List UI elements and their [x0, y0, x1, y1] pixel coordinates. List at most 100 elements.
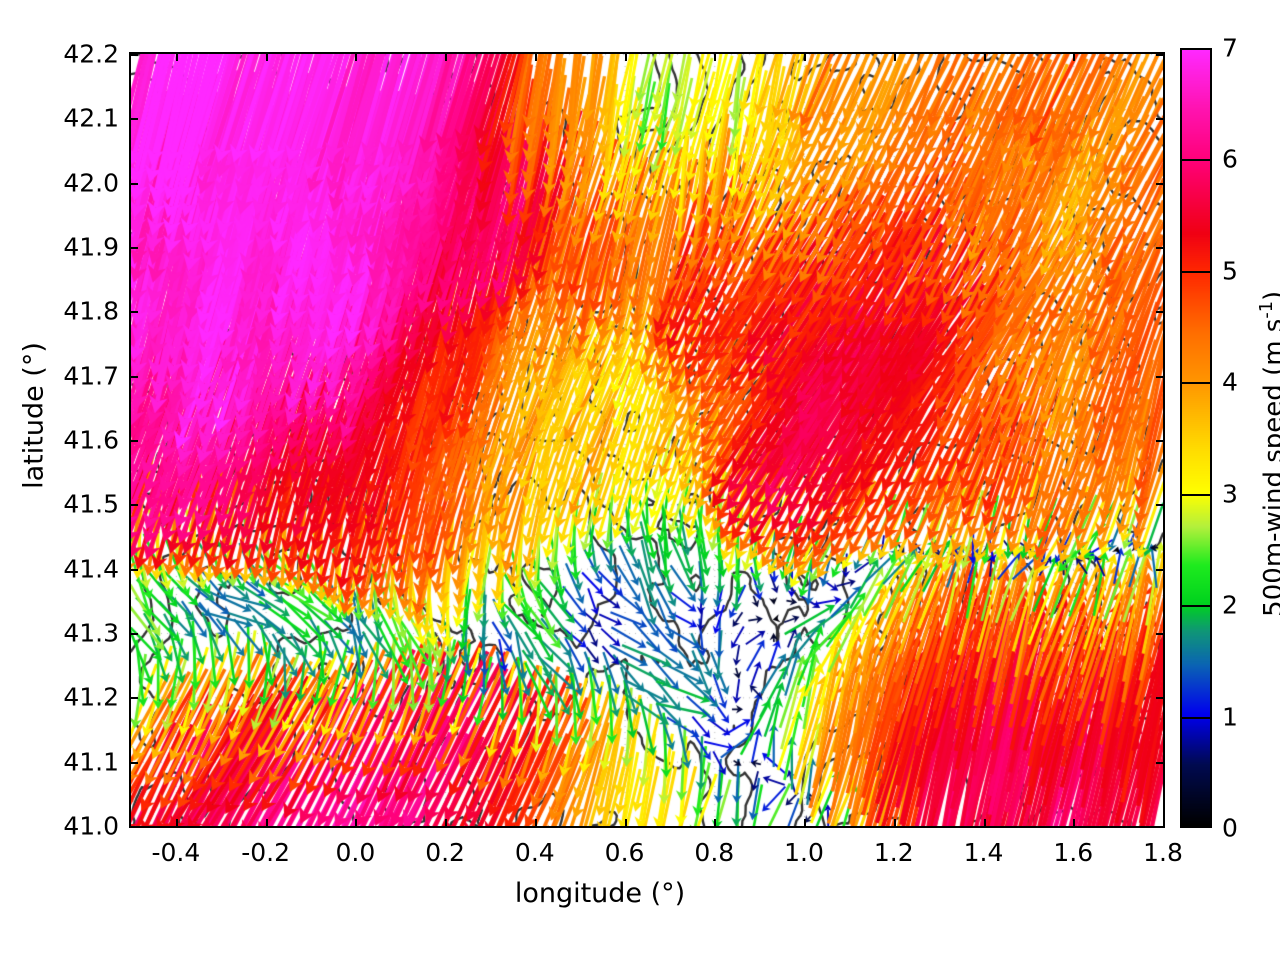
x-tick-top: [355, 52, 358, 61]
x-tick-top: [624, 52, 627, 61]
y-tick-right: [1156, 504, 1165, 507]
x-tick-top: [445, 52, 448, 61]
y-tick-label: 41.3: [63, 618, 119, 648]
y-tick: [129, 568, 138, 571]
y-tick-right: [1156, 568, 1165, 571]
plot-area: [129, 52, 1165, 828]
colorbar-tick-label: 5: [1222, 256, 1238, 286]
y-tick: [129, 182, 138, 185]
x-tick-label: 0.6: [604, 838, 645, 867]
y-tick-right: [1156, 761, 1165, 764]
x-axis-title: longitude (°): [514, 878, 686, 909]
colorbar-title-exponent: -1: [1257, 301, 1278, 319]
y-tick: [129, 826, 138, 828]
x-tick-label: 1.0: [784, 838, 824, 867]
x-tick-label: 0.4: [514, 838, 555, 867]
y-tick-label: 41.2: [63, 682, 119, 712]
wind-vector-field-canvas: [131, 54, 1163, 826]
colorbar-gradient: [1180, 48, 1212, 828]
colorbar-tick-label: 0: [1222, 813, 1238, 843]
x-tick: [265, 819, 268, 828]
y-tick-right: [1156, 697, 1165, 700]
x-tick: [175, 819, 178, 828]
x-tick: [983, 819, 986, 828]
x-tick: [1163, 819, 1165, 828]
colorbar-title: 500m-wind speed (m s-1): [1257, 244, 1280, 664]
x-tick-top: [893, 52, 896, 61]
y-tick-label: 41.5: [63, 489, 119, 519]
y-tick-label: 42.0: [63, 168, 119, 198]
x-tick-label: 0.2: [425, 838, 465, 867]
x-tick-label: 1.8: [1143, 838, 1183, 867]
y-tick-right: [1156, 633, 1165, 635]
y-tick-label: 41.4: [63, 554, 119, 584]
x-tick: [445, 819, 448, 828]
y-tick: [129, 54, 138, 56]
y-tick: [129, 375, 138, 378]
colorbar: [1180, 48, 1212, 828]
y-tick: [129, 697, 138, 700]
colorbar-tick: [1180, 270, 1212, 273]
y-tick-right: [1156, 375, 1165, 378]
x-tick: [534, 819, 537, 828]
y-tick: [129, 247, 138, 249]
colorbar-tick: [1180, 382, 1212, 385]
y-tick-label: 41.7: [63, 361, 119, 391]
x-tick-label: -0.4: [151, 838, 201, 867]
x-tick-label: 1.4: [963, 838, 1004, 867]
colorbar-title-text: 500m-wind speed (m s: [1258, 319, 1280, 617]
colorbar-tick-label: 7: [1222, 33, 1238, 63]
colorbar-tick-label: 1: [1222, 702, 1238, 732]
y-axis-title: latitude (°): [18, 342, 50, 489]
x-tick: [355, 819, 358, 828]
x-tick: [1073, 819, 1076, 828]
colorbar-tick-label: 2: [1222, 590, 1238, 620]
y-tick: [129, 761, 138, 764]
y-tick-label: 41.6: [63, 425, 119, 455]
x-tick: [804, 819, 807, 828]
x-tick: [893, 819, 896, 828]
y-tick: [129, 633, 138, 635]
x-tick-top: [534, 52, 537, 61]
y-tick: [129, 118, 138, 121]
x-tick-top: [983, 52, 986, 61]
y-tick-label: 41.9: [63, 232, 119, 262]
y-tick-right: [1156, 247, 1165, 249]
x-tick: [624, 819, 627, 828]
x-tick-top: [1163, 52, 1165, 61]
colorbar-tick-label: 6: [1222, 144, 1238, 174]
colorbar-tick: [1180, 493, 1212, 496]
y-tick-right: [1156, 118, 1165, 121]
x-tick-top: [265, 52, 268, 61]
colorbar-title-suffix: ): [1259, 291, 1280, 301]
y-tick-right: [1156, 826, 1165, 828]
x-tick: [714, 819, 717, 828]
x-tick-top: [714, 52, 717, 61]
y-tick-right: [1156, 54, 1165, 56]
colorbar-tick-label: 4: [1222, 367, 1238, 397]
y-tick: [129, 504, 138, 507]
y-tick-label: 41.1: [63, 747, 119, 777]
colorbar-tick-label: 3: [1222, 479, 1238, 509]
x-tick-label: 1.6: [1053, 838, 1094, 867]
y-tick: [129, 440, 138, 442]
x-tick-top: [804, 52, 807, 61]
colorbar-tick: [1180, 159, 1212, 162]
y-tick-label: 42.2: [63, 39, 119, 69]
y-tick-right: [1156, 311, 1165, 314]
y-tick-label: 41.0: [63, 811, 119, 841]
x-tick-label: 1.2: [873, 838, 914, 867]
x-tick-top: [1073, 52, 1076, 61]
y-tick-right: [1156, 440, 1165, 442]
x-tick-label: 0.0: [335, 838, 376, 867]
x-tick-label: -0.2: [241, 838, 290, 867]
y-tick: [129, 311, 138, 314]
x-tick-top: [175, 52, 178, 61]
y-tick-right: [1156, 182, 1165, 185]
y-tick-label: 41.8: [63, 296, 119, 326]
colorbar-tick: [1180, 605, 1212, 608]
x-tick-label: 0.8: [694, 838, 735, 867]
y-tick-label: 42.1: [63, 103, 119, 133]
colorbar-tick: [1180, 716, 1212, 719]
